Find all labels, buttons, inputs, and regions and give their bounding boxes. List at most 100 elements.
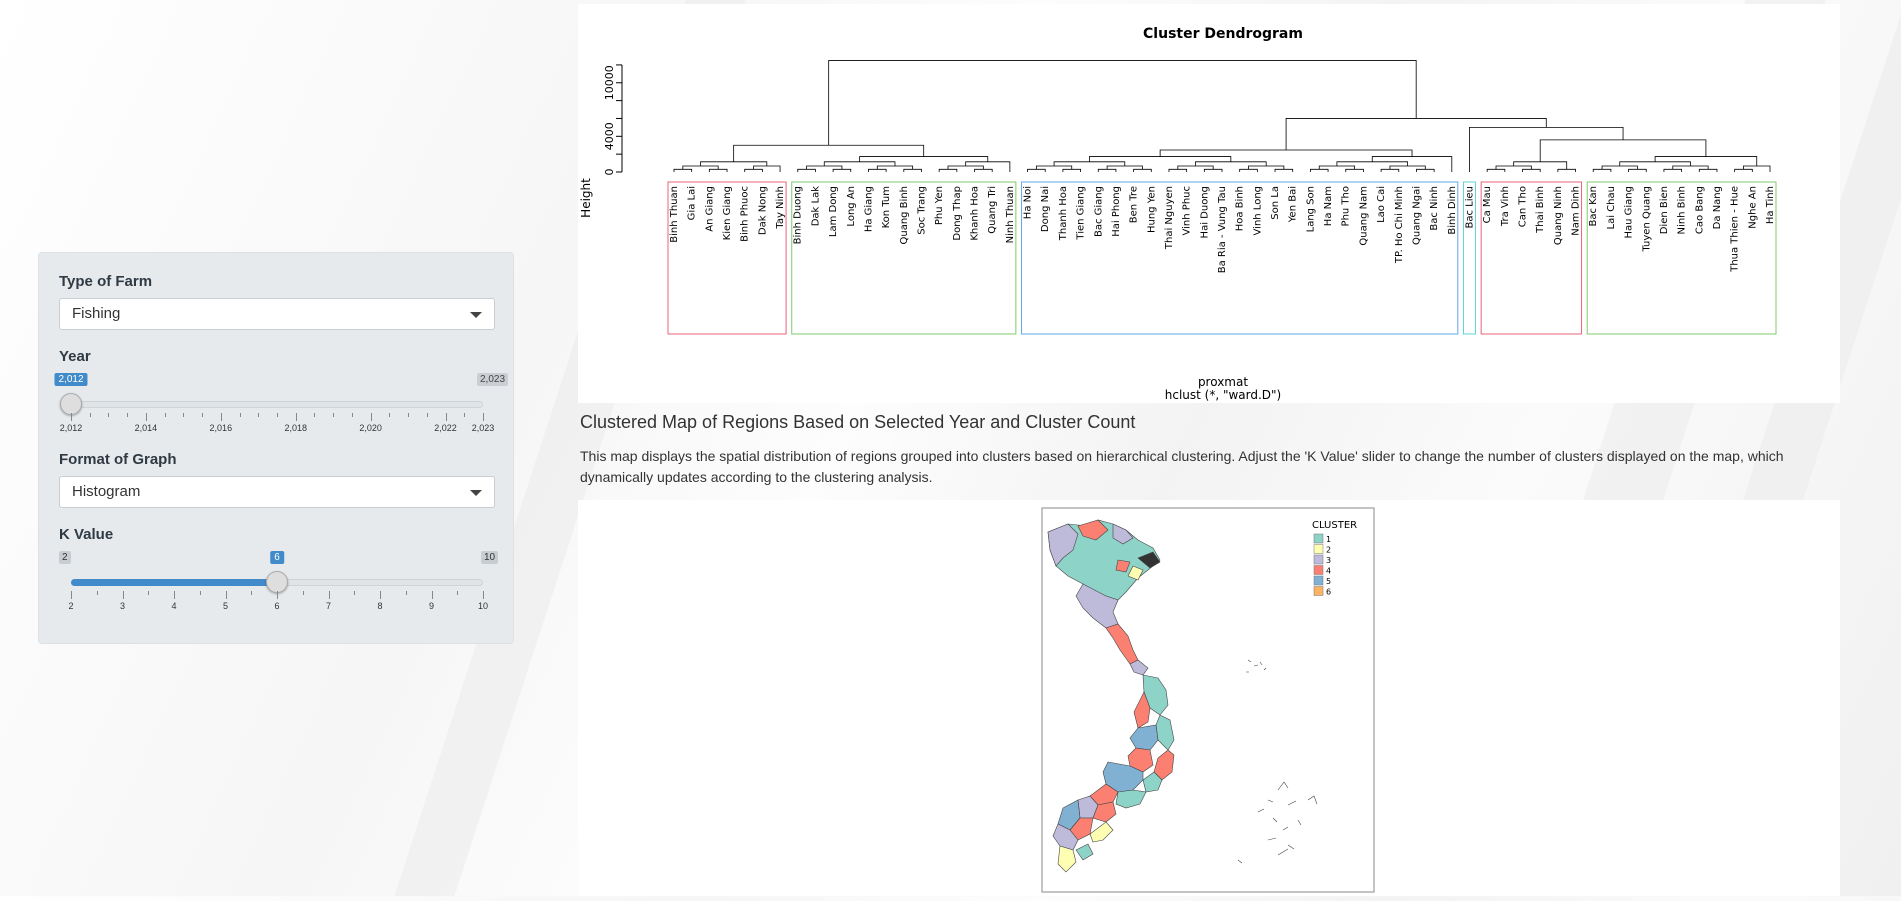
y-tick-label: 4000 [603,122,616,150]
year-slider[interactable]: 2,023 2,012 2,012 2,014 2,016 2,018 2,020 2,0… [54,373,509,433]
dendro-branch [733,144,925,162]
dendro-branch [1239,168,1258,172]
dendro-branch [1486,168,1506,172]
y-tick-label: 0 [603,169,616,176]
leaf-label: Ninh Thuan [1005,186,1016,243]
format-label: Format of Graph [59,451,177,468]
dendro-branch [1380,168,1400,172]
leaf-label: Tra Vinh [1500,186,1511,227]
k-tick-label: 9 [428,601,435,611]
legend-label: 5 [1326,577,1331,586]
dendro-branch [700,161,768,166]
leaf-label: Ca Mau [1482,186,1493,223]
dendro-branch [1513,161,1568,170]
dendro-branch [1522,168,1541,172]
k-minor-tick [199,591,201,595]
dendro-branch [1168,168,1188,172]
leaf-label: Da Nang [1712,186,1723,229]
k-ticks: 2 3 4 5 6 7 8 9 10 [68,591,488,611]
dendro-branch [1371,156,1453,172]
k-major-tick [328,591,330,599]
year-minor-tick [183,413,185,417]
year-minor-tick [351,413,353,417]
leaf-label: Lang Son [1305,186,1316,232]
dendro-branch [708,168,728,172]
cluster-box [1021,181,1459,335]
format-select[interactable]: Histogram [59,476,495,508]
dendro-branch [1654,156,1758,166]
year-minor-tick [426,413,428,417]
legend-swatch [1313,575,1324,586]
dendro-branch [753,165,781,172]
leaf-label: Ben Tre [1129,186,1140,223]
dendro-branch [1106,165,1143,170]
year-major-tick [71,413,72,421]
leaf-label: Kon Tum [881,186,892,228]
leaf-label: Quang Ninh [1553,186,1564,245]
vietnam-map [1047,519,1175,873]
leaf-label: Kien Giang [722,186,733,240]
farm-type-select[interactable]: Fishing [59,298,495,330]
leaf-label: Lam Dong [828,186,839,237]
year-minor-tick [389,413,391,417]
k-tick-label: 6 [274,601,280,611]
year-tick-label: 2,016 [209,423,233,433]
leaf-label: Binh Phuoc [740,186,751,242]
dendro-branch [965,161,1011,172]
dendro-branch [947,165,984,170]
dendro-branch [1133,168,1152,172]
k-tick-label: 7 [325,601,332,611]
year-ticks: 2,012 2,014 2,016 2,018 2,020 2,022 2,023 [60,413,494,433]
year-current-label: 2,012 [54,373,88,386]
dendro-branch [1416,168,1435,172]
dendrogram-chart: Cluster Dendrogram Height proxmat hclust… [579,26,1777,402]
k-major-tick [71,591,72,599]
year-minor-tick [89,413,91,417]
leaf-label: Lao Cai [1376,186,1387,223]
year-handle[interactable] [60,393,82,415]
farm-type-label: Type of Farm [59,273,153,290]
leaf-label: Ninh Binh [1677,186,1688,234]
k-handle[interactable] [266,571,288,593]
dendro-branch [1053,161,1126,166]
year-track[interactable] [71,401,483,408]
dendro-branch [1743,165,1771,172]
year-minor-tick [277,413,278,417]
dendro-branch [1035,165,1073,170]
dendro-branch [823,161,896,166]
dendro-branch [673,168,693,172]
cluster-box [1462,181,1476,335]
year-tick-label: 2,020 [359,423,382,433]
dendro-branch [1248,165,1285,170]
k-minor-tick [251,591,253,595]
leaf-label: Quang Ngai [1411,186,1422,245]
year-tick-label: 2,014 [134,423,158,433]
islands [1237,659,1318,864]
leaf-label: Ha Noi [1023,186,1034,219]
leaf-label: Long An [846,186,857,227]
k-value-label: K Value [59,526,114,543]
legend-swatch [1313,554,1324,565]
leaf-label: Hoa Binh [1235,186,1246,231]
dendro-branch [1309,168,1329,172]
dendro-branch [876,165,914,170]
leaf-label: Vinh Long [1252,186,1263,235]
leaf-label: Tien Giang [1076,186,1087,241]
leaf-label: Lai Chau [1606,186,1617,229]
k-major-tick [174,591,175,599]
dendro-branch [828,60,1417,146]
year-minor-tick [239,413,241,417]
year-major-tick [370,413,372,421]
dendrogram-tree [667,60,1777,335]
dendro-branch [903,168,922,172]
year-minor-tick [408,413,410,417]
leaf-label: Binh Dinh [1447,186,1458,235]
leaf-label: Bac Ninh [1429,186,1440,231]
dendro-branch [1159,149,1413,157]
dendrogram-panel: Cluster Dendrogram Height proxmat hclust… [578,4,1840,403]
k-value-slider[interactable]: 2 10 6 2 3 4 5 6 7 8 9 10 [59,551,499,611]
legend-label: 3 [1326,556,1331,565]
dendro-branch [1027,168,1046,172]
year-minor-tick [202,413,204,417]
dendro-branch [1318,165,1355,170]
